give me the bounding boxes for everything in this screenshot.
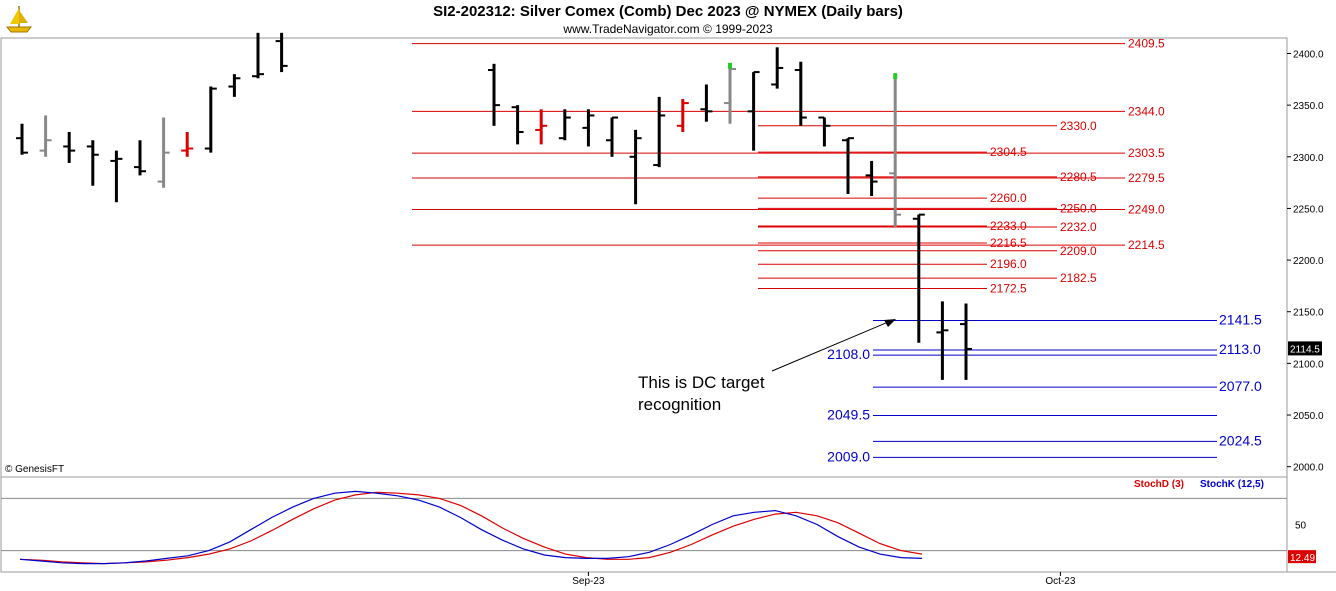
copyright-text: © GenesisFT — [5, 464, 64, 475]
level-label: 2113.0 — [1219, 341, 1261, 357]
level-label: 2196.0 — [990, 257, 1027, 271]
level-label: 2250.0 — [1060, 201, 1097, 215]
y-tick-label: 2000.0 — [1293, 463, 1324, 474]
y-tick-label: 2400.0 — [1293, 49, 1324, 60]
annotation-arrowhead — [884, 319, 896, 327]
level-label: 2280.5 — [1060, 170, 1097, 184]
level-label: 2249.0 — [1128, 202, 1165, 216]
level-label: 2209.0 — [1060, 244, 1097, 258]
level-label: 2303.5 — [1128, 146, 1165, 160]
level-label: 2260.0 — [990, 191, 1027, 205]
y-tick-label: 2250.0 — [1293, 204, 1324, 215]
level-label: 2024.5 — [1219, 432, 1262, 448]
last-price-label: 2114.5 — [1290, 344, 1320, 355]
y-tick-label: 2300.0 — [1293, 153, 1324, 164]
level-label: 2344.0 — [1128, 104, 1165, 118]
level-label: 2077.0 — [1219, 378, 1262, 394]
annotation-line-1: This is DC target — [638, 373, 765, 392]
level-lines: 2409.5 2344.0 2330.0 2304.5 2303.5 2280.5 2279… — [412, 37, 1262, 464]
y-tick-label: 2350.0 — [1293, 101, 1324, 112]
stoch-legend-entry: StochK (12,5) — [1200, 479, 1264, 490]
level-label: 2172.5 — [990, 281, 1027, 295]
annotation-line-2: recognition — [638, 395, 721, 414]
level-label: 2409.5 — [1128, 37, 1165, 51]
level-label: 2304.5 — [990, 145, 1027, 159]
level-label: 2049.5 — [827, 407, 870, 423]
stoch-y-tick-label: 50 — [1295, 521, 1307, 532]
chart-subtitle: www.TradeNavigator.com © 1999-2023 — [563, 22, 773, 36]
price-bars — [16, 32, 972, 380]
level-label: 2141.5 — [1219, 312, 1262, 328]
y-tick-label: 2100.0 — [1293, 359, 1324, 370]
annotation-arrow — [771, 319, 894, 372]
level-label: 2009.0 — [827, 448, 870, 464]
stoch-series-line — [19, 491, 923, 565]
level-label: 2233.0 — [990, 219, 1027, 233]
dc-target-annotation: This is DC target recognition — [638, 319, 896, 414]
x-tick-label: Sep-23 — [572, 576, 605, 587]
x-tick-label: Oct-23 — [1045, 576, 1075, 587]
level-label: 2232.0 — [1060, 220, 1097, 234]
y-tick-label: 2200.0 — [1293, 256, 1324, 267]
stoch-legend-entry: StochD (3) — [1134, 479, 1184, 490]
last-price-box — [1288, 341, 1322, 356]
ship-logo-icon — [4, 3, 34, 35]
price-y-axis: 2400.0 2350.0 2300.0 2250.0 2200.0 2150.0 2100… — [1287, 49, 1324, 474]
stochastic-panel: 50 StochD (3) StochK (12,5) 12.49 — [1, 479, 1316, 565]
level-label: 2216.5 — [990, 236, 1027, 250]
stoch-series-line — [19, 490, 923, 565]
stoch-last-value-label: 12.49 — [1290, 553, 1315, 564]
level-label: 2214.5 — [1128, 238, 1165, 252]
chart-title: SI2-202312: Silver Comex (Comb) Dec 2023… — [433, 3, 903, 20]
level-label: 2108.0 — [827, 346, 870, 362]
level-label: 2279.5 — [1128, 171, 1165, 185]
green-marker — [728, 62, 732, 69]
y-tick-label: 2050.0 — [1293, 411, 1324, 422]
stoch-last-value-box — [1288, 550, 1316, 564]
green-marker — [893, 73, 898, 80]
chart-header: SI2-202312: Silver Comex (Comb) Dec 2023… — [0, 0, 1336, 38]
level-label: 2330.0 — [1060, 119, 1097, 133]
y-tick-label: 2150.0 — [1293, 308, 1324, 319]
date-x-axis: Sep-23 Oct-23 — [572, 572, 1076, 587]
level-label: 2182.5 — [1060, 271, 1097, 285]
